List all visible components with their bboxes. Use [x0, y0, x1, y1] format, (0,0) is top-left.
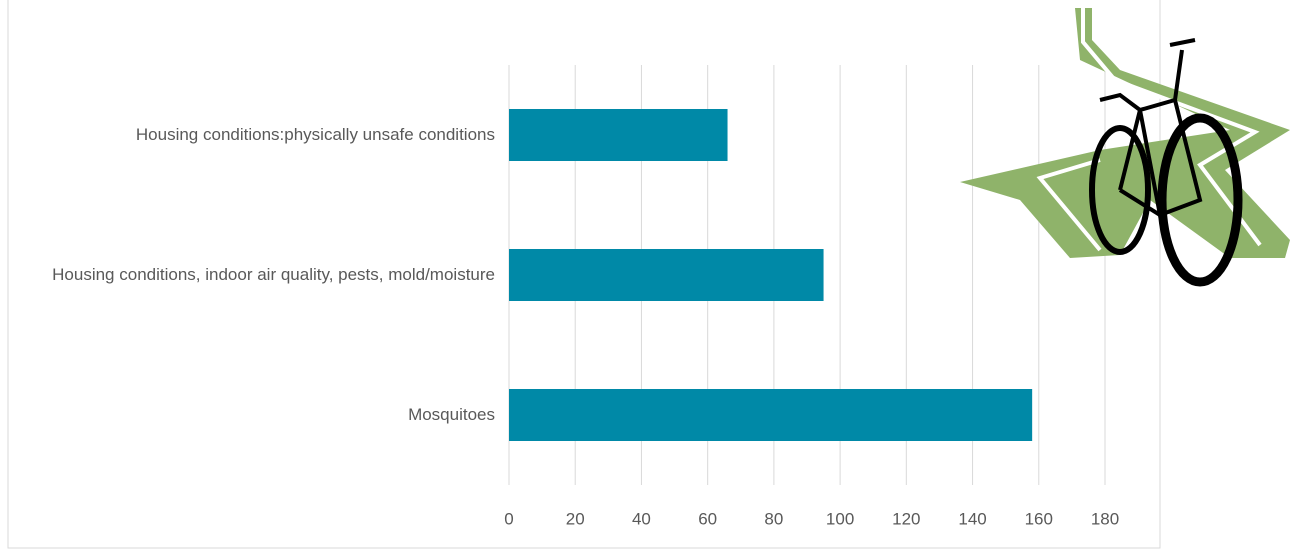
x-tick-label: 140 — [958, 509, 986, 528]
chart-frame — [7, 0, 1161, 549]
y-tick-label: Mosquitoes — [408, 405, 495, 424]
x-tick-label: 60 — [698, 509, 717, 528]
bicycle-illustration — [960, 8, 1290, 287]
x-tick-label: 100 — [826, 509, 854, 528]
x-tick-label: 0 — [504, 509, 513, 528]
x-tick-label: 160 — [1025, 509, 1053, 528]
x-tick-label: 40 — [632, 509, 651, 528]
y-tick-label: Housing conditions:physically unsafe con… — [135, 125, 495, 144]
x-tick-label: 80 — [764, 509, 783, 528]
x-tick-label: 180 — [1091, 509, 1119, 528]
y-tick-label: Housing conditions, indoor air quality, … — [52, 265, 495, 284]
bar — [509, 109, 728, 161]
bar — [509, 389, 1033, 441]
bar — [509, 249, 824, 301]
x-tick-label: 120 — [892, 509, 920, 528]
x-tick-label: 20 — [566, 509, 585, 528]
